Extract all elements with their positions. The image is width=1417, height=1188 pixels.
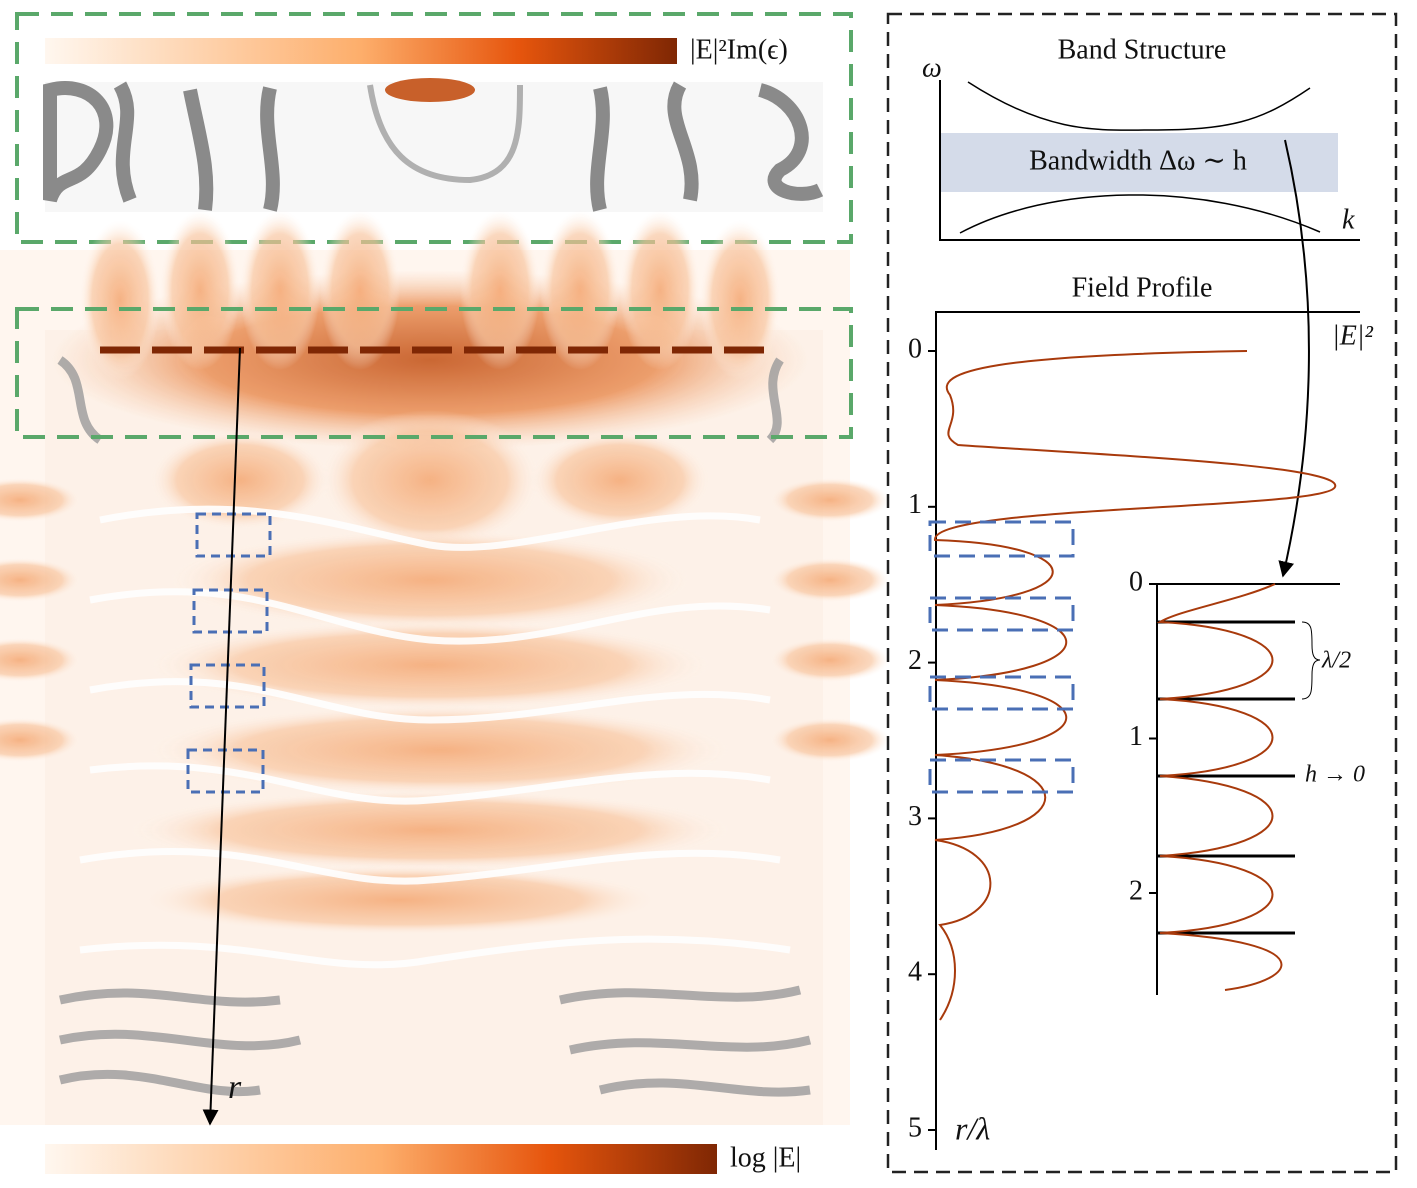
tick-label: 4 [908,957,922,988]
colorbar [45,38,677,64]
panel-border [886,12,1398,1174]
axis-label: r/λ [955,1110,990,1146]
arrow [1278,139,1310,578]
brace [1301,621,1321,700]
tick-label: 0 [1129,566,1143,597]
colorbar-label: |E|²Im(ϵ) [690,34,788,65]
tick-label: 2 [908,645,922,676]
node-lines [1157,620,1295,935]
band-upper [967,81,1311,131]
field-map [0,210,890,1125]
title: Band Structure [1058,34,1227,65]
tick-label: 0 [908,333,922,364]
tick-label: 2 [1129,875,1143,906]
axis-label: r [228,1069,242,1106]
colorbar-label: log |E| [730,1142,801,1173]
band-label: Bandwidth Δω ∼ h [1029,145,1247,176]
limit-label: h → 0 [1305,762,1365,788]
tick-label: 3 [908,801,922,832]
tick-label: 1 [1129,721,1143,752]
colorbar [45,1144,717,1174]
bandwidth-band [940,133,1338,192]
field-curve [933,350,1337,1021]
band-lower [959,194,1321,234]
axis-label: |E|² [1332,320,1373,351]
axis-label: k [1342,204,1355,235]
axes [935,311,1360,1150]
zoom-box [15,307,853,439]
title: Field Profile [1072,272,1213,303]
spacing-label: λ/2 [1321,648,1351,674]
axes [939,80,1360,241]
tick-label: 5 [908,1112,922,1143]
tick-label: 1 [908,489,922,520]
absorption-map [43,78,824,212]
axis-label: ω [922,52,942,83]
radial-axis [202,347,241,1126]
inset-curve [1156,583,1283,991]
sample-boxes [928,520,1075,794]
zoom-box [15,12,853,244]
